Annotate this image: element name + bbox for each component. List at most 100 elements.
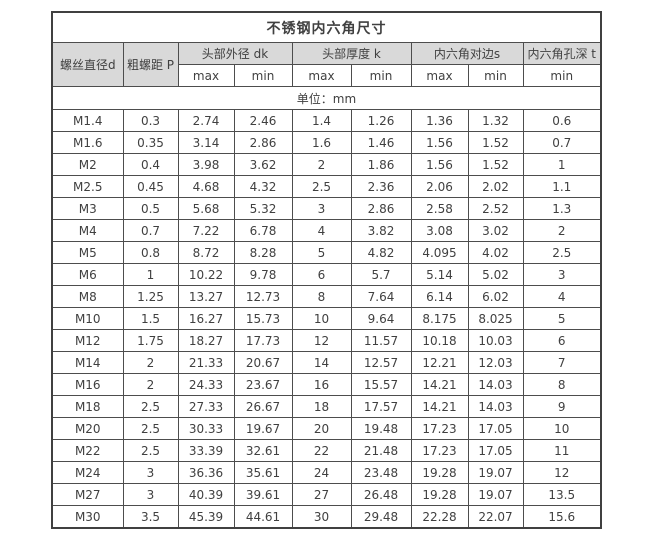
value-cell: 1.52 bbox=[467, 153, 524, 176]
value-cell: 6.02 bbox=[467, 285, 524, 308]
value-cell: 19.67 bbox=[233, 417, 293, 440]
value-cell: 0.8 bbox=[122, 241, 179, 264]
value-cell: 6 bbox=[522, 329, 602, 352]
table-row: M8 1.25 13.27 12.73 8 7.64 6.14 6.02 4 bbox=[51, 285, 602, 308]
screw-size-cell: M27 bbox=[51, 483, 124, 506]
value-cell: 7 bbox=[522, 351, 602, 374]
value-cell: 3.82 bbox=[350, 219, 412, 242]
subheader-dk-max: max bbox=[177, 64, 235, 87]
value-cell: 4.68 bbox=[177, 175, 235, 198]
screw-size-cell: M2.5 bbox=[51, 175, 124, 198]
value-cell: 10 bbox=[522, 417, 602, 440]
subheader-dk-min: min bbox=[233, 64, 293, 87]
value-cell: 2.52 bbox=[467, 197, 524, 220]
value-cell: 1.26 bbox=[350, 109, 412, 132]
screw-size-cell: M5 bbox=[51, 241, 124, 264]
value-cell: 14 bbox=[291, 351, 352, 374]
value-cell: 1.86 bbox=[350, 153, 412, 176]
value-cell: 2.74 bbox=[177, 109, 235, 132]
unit-note-row: 单位：mm bbox=[51, 86, 602, 110]
table-row: M20 2.5 30.33 19.67 20 19.48 17.23 17.05 10 bbox=[51, 417, 602, 440]
value-cell: 32.61 bbox=[233, 439, 293, 462]
value-cell: 4.82 bbox=[350, 241, 412, 264]
value-cell: 14.03 bbox=[467, 373, 524, 396]
value-cell: 1.5 bbox=[122, 307, 179, 330]
value-cell: 3.5 bbox=[122, 505, 179, 529]
value-cell: 1 bbox=[122, 263, 179, 286]
screw-size-cell: M12 bbox=[51, 329, 124, 352]
value-cell: 11 bbox=[522, 439, 602, 462]
value-cell: 10.03 bbox=[467, 329, 524, 352]
unit-note: 单位：mm bbox=[51, 86, 602, 110]
value-cell: 24 bbox=[291, 461, 352, 484]
table-row: M1.6 0.35 3.14 2.86 1.6 1.46 1.56 1.52 0.7 bbox=[51, 131, 602, 154]
screw-size-cell: M22 bbox=[51, 439, 124, 462]
screw-size-cell: M1.4 bbox=[51, 109, 124, 132]
screw-size-cell: M8 bbox=[51, 285, 124, 308]
screw-size-cell: M18 bbox=[51, 395, 124, 418]
value-cell: 20.67 bbox=[233, 351, 293, 374]
value-cell: 14.21 bbox=[410, 373, 469, 396]
value-cell: 2.5 bbox=[122, 395, 179, 418]
value-cell: 15.6 bbox=[522, 505, 602, 529]
value-cell: 1.25 bbox=[122, 285, 179, 308]
value-cell: 3.98 bbox=[177, 153, 235, 176]
screw-size-cell: M30 bbox=[51, 505, 124, 529]
value-cell: 2.5 bbox=[122, 417, 179, 440]
value-cell: 8.28 bbox=[233, 241, 293, 264]
value-cell: 17.23 bbox=[410, 439, 469, 462]
value-cell: 12.21 bbox=[410, 351, 469, 374]
value-cell: 2 bbox=[291, 153, 352, 176]
value-cell: 1.52 bbox=[467, 131, 524, 154]
table-title: 不锈钢内六角尺寸 bbox=[51, 11, 602, 43]
value-cell: 19.28 bbox=[410, 461, 469, 484]
value-cell: 0.4 bbox=[122, 153, 179, 176]
table-row: M30 3.5 45.39 44.61 30 29.48 22.28 22.07 15.6 bbox=[51, 505, 602, 529]
value-cell: 19.07 bbox=[467, 483, 524, 506]
subheader-t-min: min bbox=[522, 64, 602, 87]
value-cell: 22.07 bbox=[467, 505, 524, 529]
value-cell: 21.48 bbox=[350, 439, 412, 462]
value-cell: 17.05 bbox=[467, 439, 524, 462]
value-cell: 0.3 bbox=[122, 109, 179, 132]
screw-size-cell: M16 bbox=[51, 373, 124, 396]
header-coarse-pitch: 粗螺距 P bbox=[122, 42, 179, 87]
value-cell: 5.32 bbox=[233, 197, 293, 220]
value-cell: 20 bbox=[291, 417, 352, 440]
value-cell: 8.72 bbox=[177, 241, 235, 264]
value-cell: 19.48 bbox=[350, 417, 412, 440]
table-row: M24 3 36.36 35.61 24 23.48 19.28 19.07 12 bbox=[51, 461, 602, 484]
value-cell: 23.67 bbox=[233, 373, 293, 396]
value-cell: 22 bbox=[291, 439, 352, 462]
value-cell: 2.36 bbox=[350, 175, 412, 198]
value-cell: 7.64 bbox=[350, 285, 412, 308]
value-cell: 26.67 bbox=[233, 395, 293, 418]
value-cell: 14.21 bbox=[410, 395, 469, 418]
value-cell: 3 bbox=[522, 263, 602, 286]
value-cell: 4.32 bbox=[233, 175, 293, 198]
value-cell: 1.46 bbox=[350, 131, 412, 154]
value-cell: 26.48 bbox=[350, 483, 412, 506]
table-row: M2 0.4 3.98 3.62 2 1.86 1.56 1.52 1 bbox=[51, 153, 602, 176]
value-cell: 2.5 bbox=[522, 241, 602, 264]
screw-size-cell: M1.6 bbox=[51, 131, 124, 154]
subheader-k-max: max bbox=[291, 64, 352, 87]
value-cell: 2.86 bbox=[233, 131, 293, 154]
value-cell: 12.03 bbox=[467, 351, 524, 374]
header-group-head-outer-diameter: 头部外径 dk bbox=[177, 42, 293, 65]
table-row: M1.4 0.3 2.74 2.46 1.4 1.26 1.36 1.32 0.6 bbox=[51, 109, 602, 132]
table-row: M2.5 0.45 4.68 4.32 2.5 2.36 2.06 2.02 1.1 bbox=[51, 175, 602, 198]
value-cell: 4.02 bbox=[467, 241, 524, 264]
value-cell: 18 bbox=[291, 395, 352, 418]
subheader-s-max: max bbox=[410, 64, 469, 87]
table-row: M16 2 24.33 23.67 16 15.57 14.21 14.03 8 bbox=[51, 373, 602, 396]
value-cell: 2.02 bbox=[467, 175, 524, 198]
table-row: M22 2.5 33.39 32.61 22 21.48 17.23 17.05 11 bbox=[51, 439, 602, 462]
value-cell: 23.48 bbox=[350, 461, 412, 484]
table-row: M5 0.8 8.72 8.28 5 4.82 4.095 4.02 2.5 bbox=[51, 241, 602, 264]
value-cell: 1.75 bbox=[122, 329, 179, 352]
value-cell: 1.1 bbox=[522, 175, 602, 198]
table-row: M14 2 21.33 20.67 14 12.57 12.21 12.03 7 bbox=[51, 351, 602, 374]
value-cell: 2 bbox=[122, 373, 179, 396]
value-cell: 27.33 bbox=[177, 395, 235, 418]
